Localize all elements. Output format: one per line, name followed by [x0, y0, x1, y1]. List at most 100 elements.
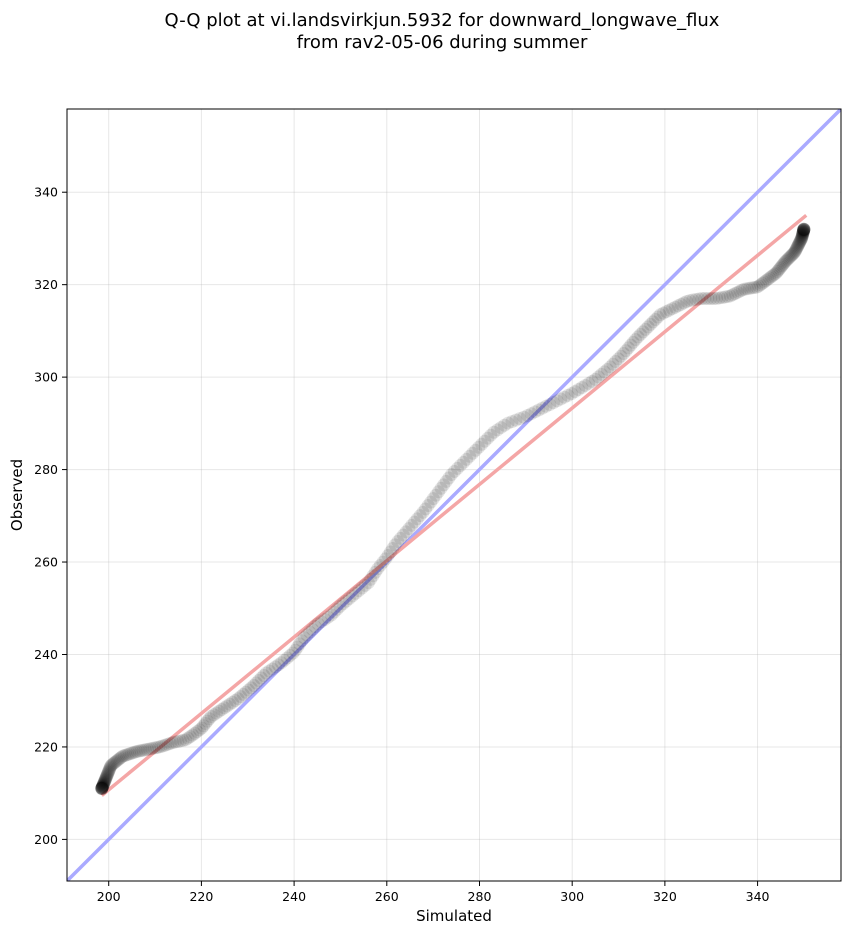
- scatter-point: [424, 495, 438, 509]
- scatter-point: [750, 280, 764, 294]
- scatter-point: [200, 714, 214, 728]
- scatter-point: [333, 599, 347, 613]
- scatter-point: [788, 245, 802, 259]
- scatter-point: [96, 780, 109, 794]
- scatter-point: [792, 237, 806, 251]
- scatter-point: [321, 610, 335, 624]
- scatter-point: [308, 620, 322, 634]
- scatter-point: [271, 658, 285, 672]
- scatter-point: [95, 781, 109, 795]
- scatter-point: [305, 622, 319, 636]
- scatter-point: [797, 223, 811, 237]
- scatter-point: [283, 649, 297, 663]
- scatter-point: [778, 255, 792, 269]
- scatter-point: [114, 750, 128, 764]
- scatter-point: [220, 699, 234, 713]
- scatter-point: [517, 410, 531, 424]
- scatter-point: [95, 782, 109, 796]
- scatter-point: [99, 770, 113, 784]
- scatter-point: [796, 225, 810, 239]
- scatter-point: [648, 312, 662, 326]
- scatter-point: [743, 281, 757, 295]
- scatter-point: [768, 267, 782, 281]
- scatter-point: [659, 305, 673, 319]
- scatter-point: [136, 743, 150, 757]
- scatter-point: [776, 257, 790, 271]
- scatter-point: [631, 330, 645, 344]
- scatter-point: [373, 559, 387, 572]
- scatter-point: [98, 774, 112, 788]
- scatter-point: [782, 251, 796, 265]
- x-tick-label: 320: [653, 889, 677, 904]
- scatter-point: [695, 292, 709, 306]
- scatter-point: [791, 238, 805, 252]
- scatter-point: [668, 300, 682, 314]
- scatter-point: [707, 292, 721, 306]
- reference-lines: [67, 109, 841, 881]
- y-tick-label: 300: [34, 370, 58, 385]
- x-tick-label: 220: [189, 889, 213, 904]
- scatter-point: [143, 742, 157, 756]
- scatter-point: [303, 625, 317, 639]
- scatter-point: [795, 232, 809, 246]
- scatter-point: [207, 708, 221, 722]
- scatter-point: [766, 269, 780, 283]
- scatter-point: [790, 241, 804, 255]
- scatter-point: [619, 344, 633, 358]
- scatter-point: [355, 581, 369, 595]
- scatter-point: [405, 518, 419, 532]
- scatter-point: [140, 742, 154, 756]
- scatter-point: [791, 239, 805, 253]
- scatter-point: [521, 409, 535, 423]
- scatter-point: [176, 733, 190, 747]
- scatter-point: [786, 247, 800, 261]
- scatter-point: [274, 656, 288, 670]
- x-tick-label: 260: [375, 889, 399, 904]
- scatter-point: [793, 234, 807, 248]
- scatter-point: [100, 768, 114, 782]
- scatter-point: [262, 664, 276, 678]
- scatter-point: [198, 716, 212, 730]
- scatter-point: [796, 228, 810, 242]
- scatter-point: [797, 223, 811, 236]
- scatter-point: [754, 278, 768, 292]
- scatter-point: [231, 692, 245, 706]
- scatter-point: [614, 349, 628, 363]
- scatter-point: [450, 461, 464, 475]
- scatter-point: [181, 731, 195, 745]
- y-axis-ticks: 200 220 240 260 280 300 320 340: [34, 185, 67, 847]
- scatter-point: [797, 222, 811, 236]
- scatter-point: [183, 730, 197, 744]
- scatter-point: [252, 674, 266, 688]
- scatter-point: [192, 723, 206, 737]
- scatter-point: [513, 412, 527, 426]
- scatter-point: [105, 758, 119, 772]
- scatter-point: [188, 726, 202, 740]
- scatter-point: [460, 452, 474, 466]
- y-tick-label: 320: [34, 277, 58, 292]
- scatter-point: [330, 602, 344, 616]
- scatter-point: [95, 781, 109, 795]
- scatter-point: [138, 743, 152, 757]
- scatter-point: [457, 455, 471, 469]
- scatter-point: [653, 308, 667, 322]
- y-tick-label: 280: [34, 462, 58, 477]
- scatter-point: [97, 776, 111, 790]
- x-axis-label: Simulated: [416, 907, 492, 925]
- scatter-point: [795, 231, 809, 245]
- scatter-point: [535, 401, 549, 415]
- scatter-point: [257, 669, 271, 683]
- scatter-point: [568, 385, 582, 399]
- scatter-point: [671, 299, 685, 313]
- scatter-point: [721, 290, 735, 304]
- scatter-point: [156, 739, 170, 753]
- scatter-point: [726, 288, 740, 302]
- scatter-point: [532, 403, 546, 417]
- scatter-point: [505, 415, 519, 429]
- scatter-point: [117, 749, 131, 763]
- scatter-point: [689, 293, 703, 307]
- scatter-point: [656, 306, 670, 320]
- x-tick-label: 280: [468, 889, 492, 904]
- scatter-point: [159, 738, 173, 752]
- scatter-point: [629, 333, 643, 347]
